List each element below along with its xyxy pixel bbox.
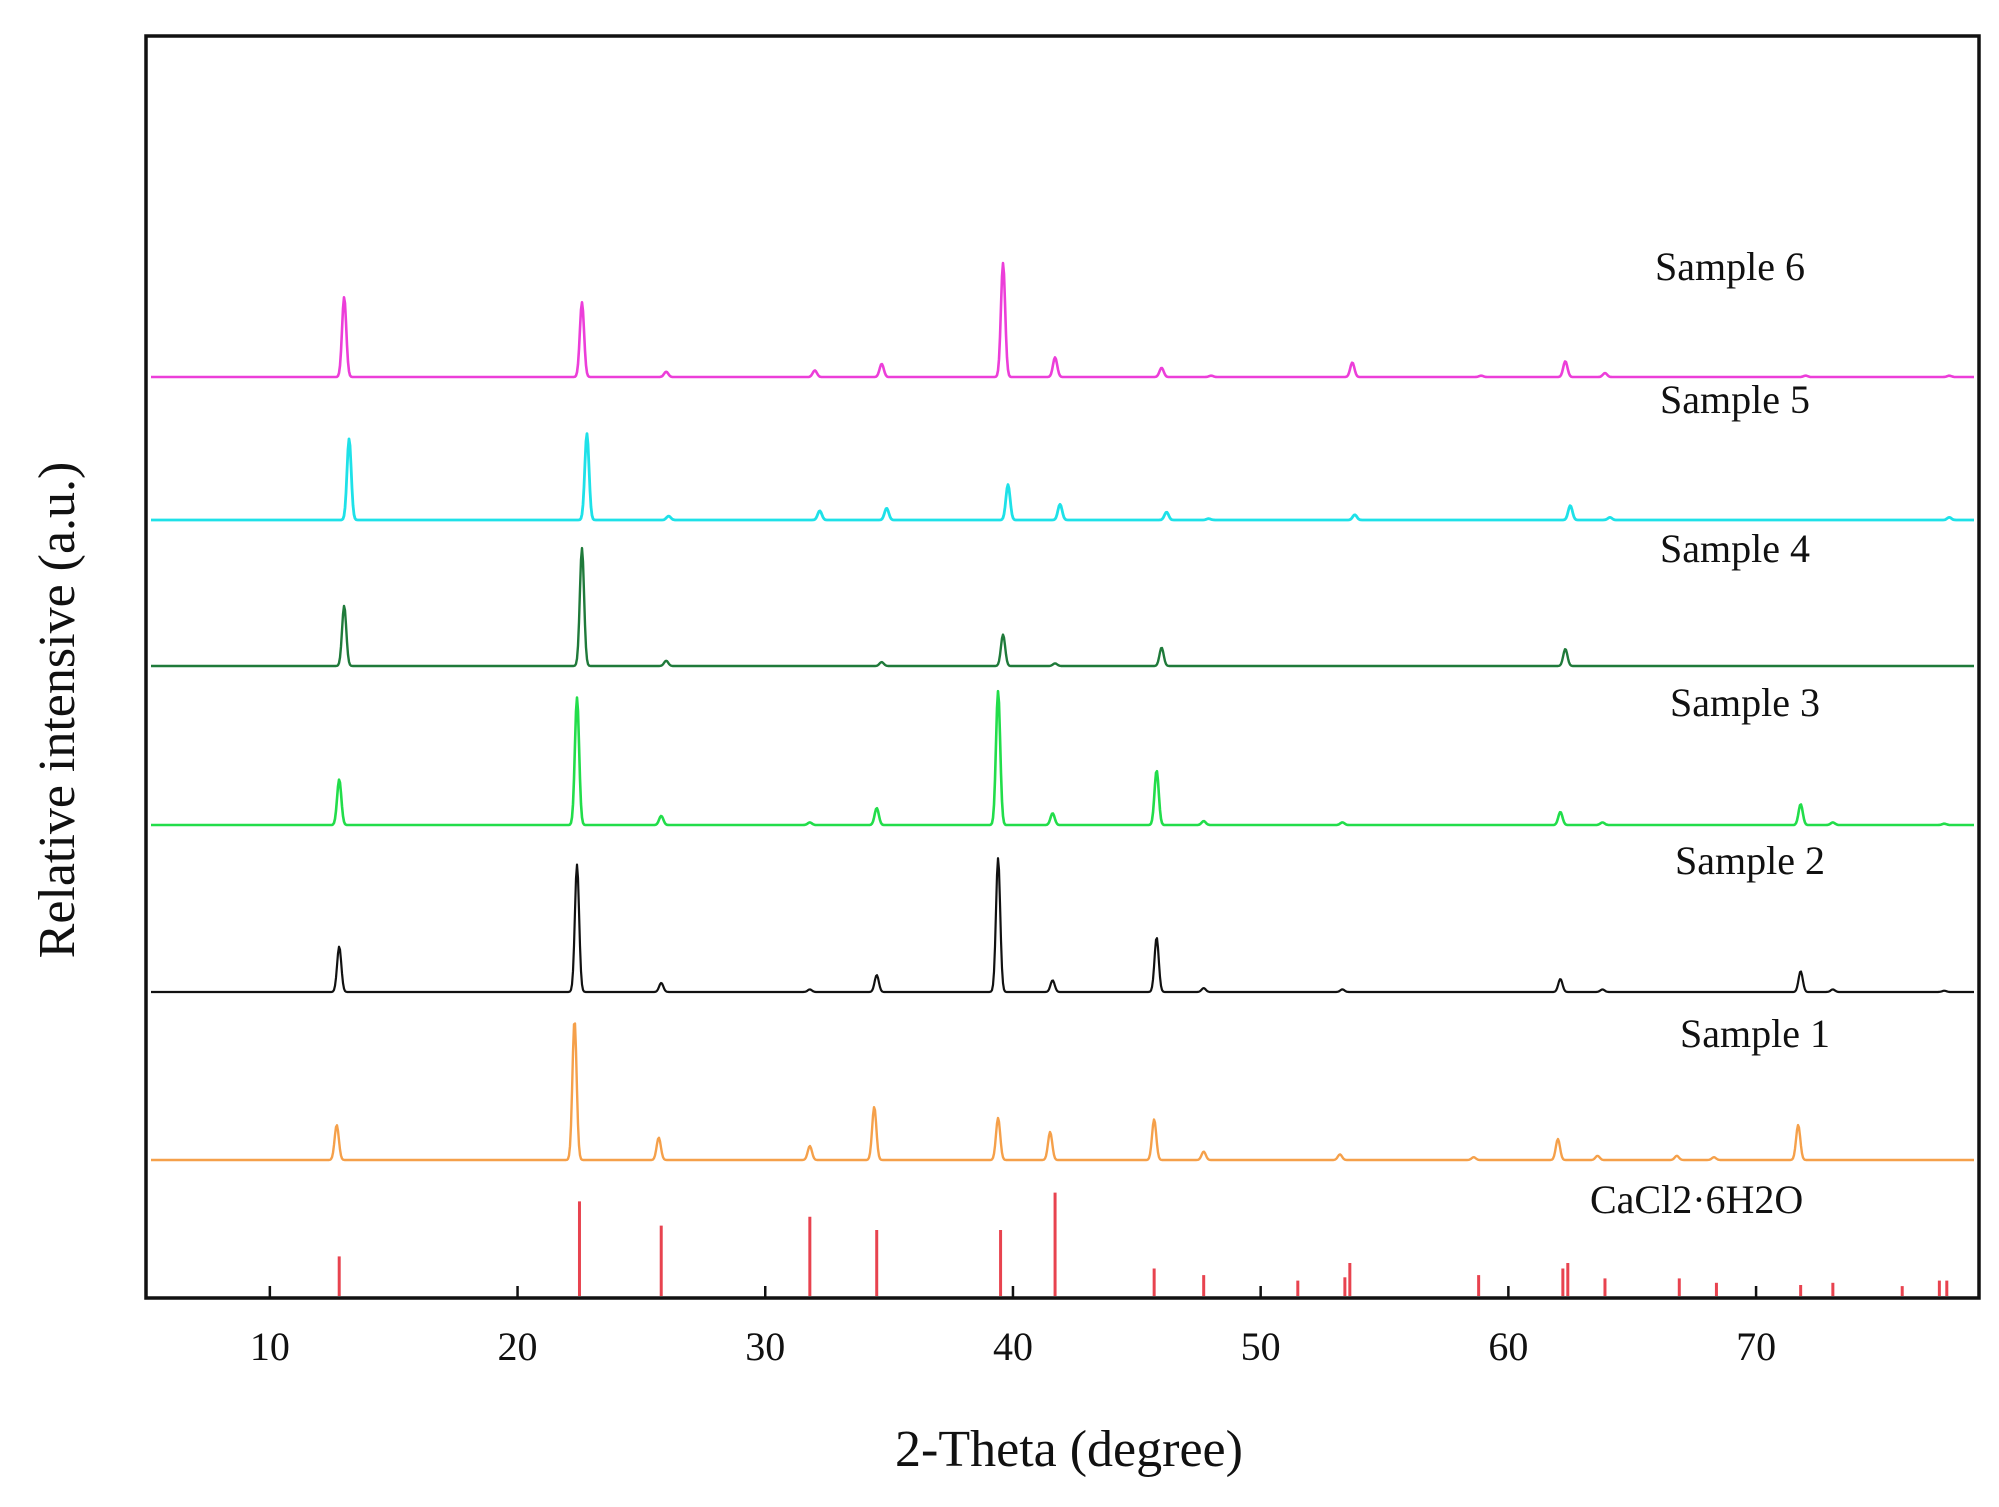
x-tick-label: 60	[1488, 1324, 1528, 1369]
plot-frame	[144, 34, 1981, 1300]
x-tick-label: 50	[1241, 1324, 1281, 1369]
x-tick-label: 30	[745, 1324, 785, 1369]
series-line-sample-4	[150, 546, 1975, 668]
series-labels-group: Sample 1 Sample 2 Sample 3 Sample 4 Sample 5…	[1590, 244, 1830, 1222]
x-tick-label: 20	[498, 1324, 538, 1369]
x-axis-title: 2-Theta (degree)	[895, 1421, 1243, 1478]
x-tick-label: 70	[1736, 1324, 1776, 1369]
series-label-sample-4: Sample 4	[1660, 526, 1810, 571]
series-line-sample-3	[150, 689, 1975, 827]
series-label-sample-5: Sample 5	[1660, 377, 1810, 422]
series-label-sample-3: Sample 3	[1670, 680, 1820, 725]
y-axis-title: Relative intensive (a.u.)	[29, 462, 86, 959]
series-label-sample-6: Sample 6	[1655, 244, 1805, 289]
reference-sticks-group	[337, 1192, 1949, 1296]
x-tick-label: 40	[993, 1324, 1033, 1369]
series-line-sample-6	[150, 261, 1975, 379]
traces-group	[150, 261, 1975, 1162]
series-line-sample-2	[150, 857, 1975, 994]
series-line-sample-1	[150, 1022, 1975, 1162]
series-label-sample-1: Sample 1	[1680, 1011, 1830, 1056]
x-tick-label: 10	[250, 1324, 290, 1369]
x-axis-ticks: 10 20 30 40 50 60 70	[250, 1286, 1776, 1369]
series-label-sample-2: Sample 2	[1675, 838, 1825, 883]
series-line-sample-5	[150, 432, 1975, 522]
series-label-reference: CaCl2·6H2O	[1590, 1177, 1803, 1222]
